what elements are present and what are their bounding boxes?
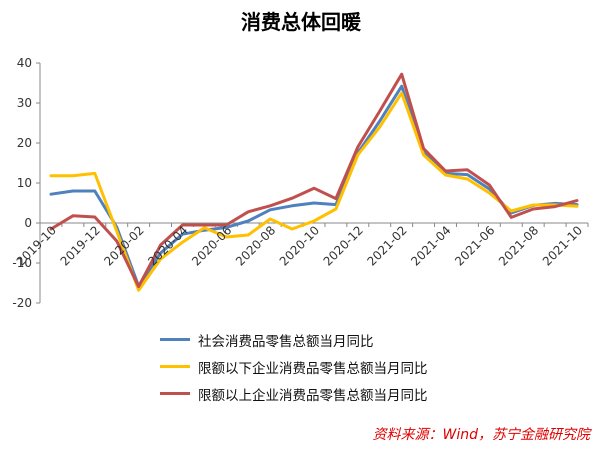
legend-item-3: 限额以上企业消费品零售总额当月同比: [160, 380, 428, 407]
x-tick-label: 2021-10: [540, 223, 585, 268]
x-tick-label: 2020-12: [321, 223, 366, 268]
legend-swatch: [160, 338, 190, 341]
x-tick-label: 2021-04: [408, 223, 453, 268]
series-layer: [49, 72, 579, 292]
y-tick-label: 20: [17, 136, 32, 150]
chart-legend: 社会消费品零售总额当月同比限额以下企业消费品零售总额当月同比 限额以上企业消费品零…: [160, 326, 428, 407]
y-tick-label: 40: [17, 56, 32, 70]
legend-item-1: 社会消费品零售总额当月同比: [160, 326, 428, 353]
x-tick-label: 2019-12: [58, 223, 103, 268]
legend-label: 限额以上企业消费品零售总额当月同比: [198, 387, 428, 404]
legend-swatch: [160, 365, 190, 368]
x-tick-label: 2021-02: [364, 223, 409, 268]
x-tick-label: 2021-06: [452, 223, 497, 268]
y-tick-label: 30: [17, 96, 32, 110]
y-tick-label: -20: [12, 296, 32, 310]
legend-label: 社会消费品零售总额当月同比: [198, 333, 374, 350]
x-axis-labels: 2019-102019-122020-022020-042020-062020-…: [14, 223, 585, 268]
chart-title: 消费总体回暖: [241, 10, 361, 34]
y-axis-labels: -20 -10 0 10 20 30 40: [12, 56, 32, 310]
source-note: 资料来源：Wind，苏宁金融研究院: [372, 427, 591, 443]
legend-swatch: [160, 392, 190, 395]
x-tick-label: 2021-08: [496, 223, 541, 268]
x-tick-label: 2019-10: [14, 223, 59, 268]
y-tick-label: 10: [17, 176, 32, 190]
y-tick-label: -10: [12, 256, 32, 270]
legend-item-2: 限额以下企业消费品零售总额当月同比: [160, 353, 428, 380]
legend-label: 限额以下企业消费品零售总额当月同比: [198, 360, 428, 377]
series-line-2: [49, 91, 579, 292]
y-tick-label: 0: [24, 216, 32, 230]
series-line-3: [49, 72, 579, 289]
x-tick-label: 2020-04: [145, 223, 190, 268]
x-tick-label: 2020-10: [277, 223, 322, 268]
